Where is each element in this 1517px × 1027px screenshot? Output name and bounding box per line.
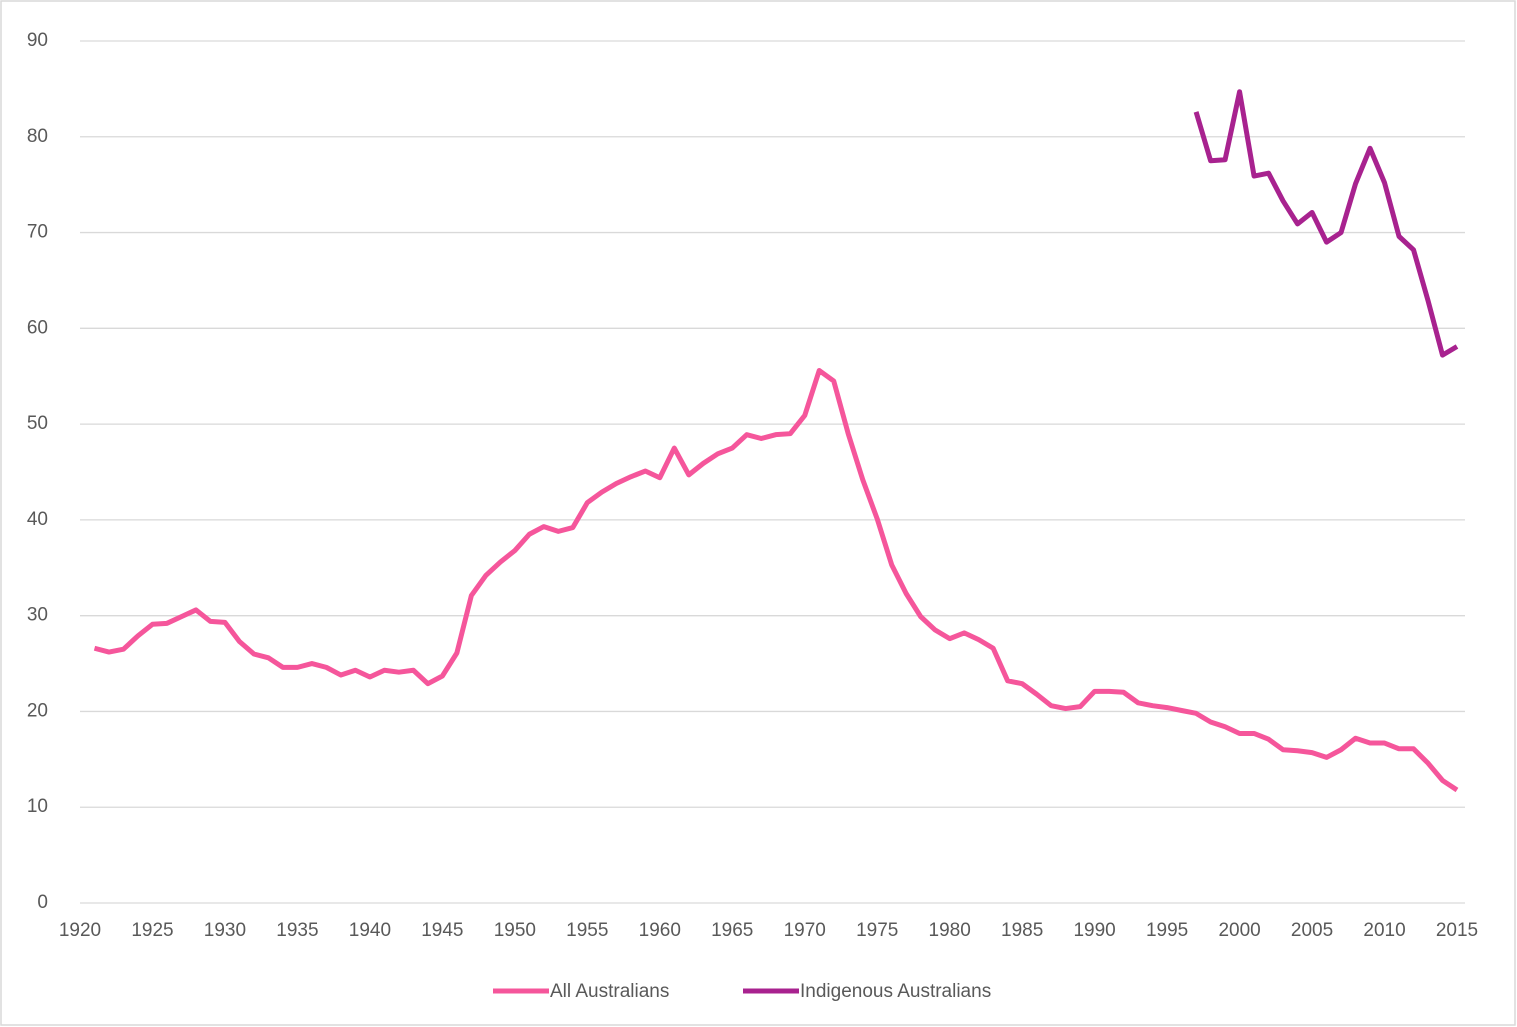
y-tick-label: 40 <box>27 509 48 530</box>
x-tick-label: 1990 <box>1073 920 1115 941</box>
x-tick-label: 1945 <box>421 920 463 941</box>
y-tick-label: 60 <box>27 317 48 338</box>
y-tick-label: 50 <box>27 413 48 434</box>
legend-label: Indigenous Australians <box>800 981 991 1002</box>
y-tick-label: 90 <box>27 30 48 51</box>
x-tick-label: 1940 <box>349 920 391 941</box>
y-tick-label: 20 <box>27 700 48 721</box>
data-line <box>93 367 1459 793</box>
y-tick-label: 30 <box>27 605 48 626</box>
x-tick-label: 1930 <box>204 920 246 941</box>
x-tick-label: 1985 <box>1001 920 1043 941</box>
x-tick-label: 2000 <box>1218 920 1260 941</box>
x-tick-label: 1920 <box>59 920 101 941</box>
y-tick-label: 0 <box>37 892 48 913</box>
x-tick-label: 2005 <box>1291 920 1333 941</box>
x-tick-label: 1975 <box>856 920 898 941</box>
data-line <box>1193 89 1459 358</box>
x-tick-label: 1960 <box>639 920 681 941</box>
y-tick-label: 10 <box>27 796 48 817</box>
x-tick-label: 1955 <box>566 920 608 941</box>
x-tick-label: 1980 <box>929 920 971 941</box>
x-tick-label: 2010 <box>1363 920 1405 941</box>
x-tick-label: 1970 <box>784 920 826 941</box>
x-tick-label: 1935 <box>276 920 318 941</box>
x-tick-label: 1965 <box>711 920 753 941</box>
x-tick-label: 1950 <box>494 920 536 941</box>
x-tick-label: 1925 <box>131 920 173 941</box>
y-tick-label: 80 <box>27 126 48 147</box>
legend-label: All Australians <box>550 981 669 1002</box>
x-tick-label: 2015 <box>1436 920 1478 941</box>
y-tick-label: 70 <box>27 222 48 243</box>
x-tick-label: 1995 <box>1146 920 1188 941</box>
